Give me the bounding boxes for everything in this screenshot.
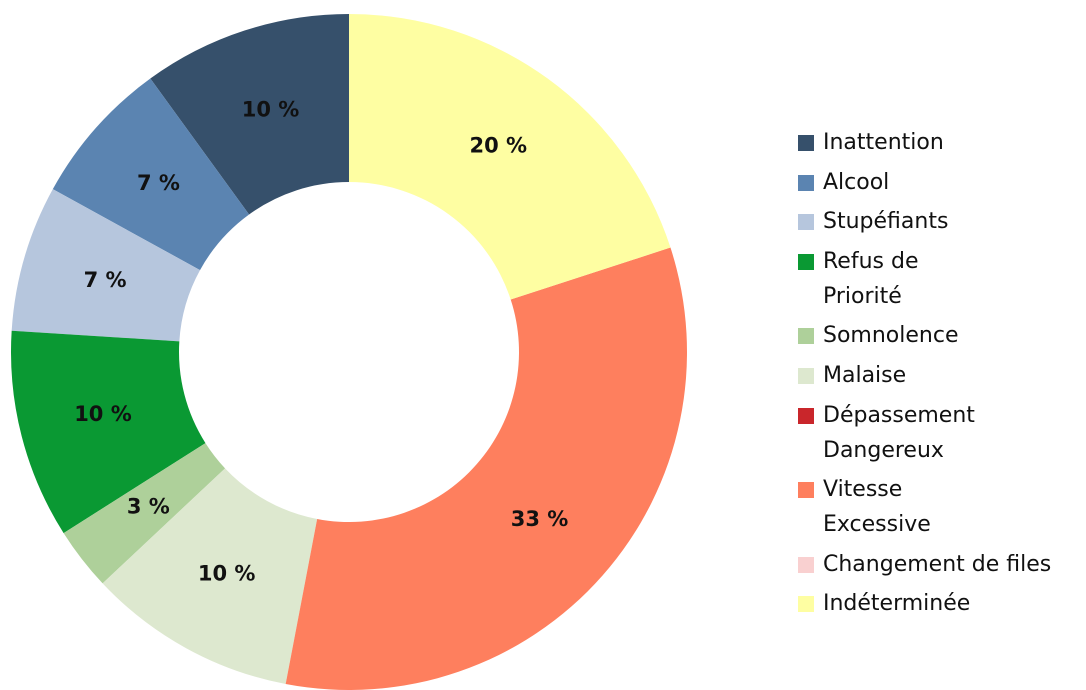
legend-item: Inattention [798,125,1051,160]
data-label: 10 % [198,562,256,586]
legend-swatch [798,556,814,573]
legend-label: Dépassement Dangereux [823,402,975,463]
data-label: 7 % [84,268,127,292]
legend-item: Somnolence [798,318,1051,353]
legend-item: Dépassement Dangereux [798,398,1051,468]
legend-item: Malaise [798,358,1051,393]
donut-slice [52,78,250,271]
data-label: 33 % [511,507,569,531]
legend-label: Stupéfiants [823,209,949,235]
donut-slice [63,443,226,584]
legend-item: Refus de Priorité [798,244,1051,314]
legend-item: Alcool [798,165,1051,200]
legend-label: Indéterminée [823,591,971,617]
chart: 10 % 7 % 7 % 10 % 3 % 10 % 33 % 20 % [11,14,687,690]
donut-slice [285,247,687,690]
data-label: 10 % [74,402,132,426]
donut-slice [11,330,206,534]
legend-label: Refus de Priorité [823,248,919,309]
legend-label: Malaise [823,362,907,388]
legend-item: Stupéfiants [798,204,1051,239]
donut-slice [11,189,201,342]
legend-label: Vitesse Excessive [823,477,931,538]
donut-slice [150,14,349,215]
donut-slice [349,14,671,300]
data-label: 20 % [470,134,528,158]
legend-swatch [798,367,814,384]
legend-label: Changement de files [823,551,1052,577]
data-label: 7 % [137,171,180,195]
legend-label: Somnolence [823,323,959,349]
legend-swatch [798,214,814,231]
legend-swatch [798,174,814,191]
data-label: 10 % [242,97,300,121]
data-label: 3 % [127,495,170,519]
legend: Inattention Alcool Stupéfiants Refus de Pri… [798,125,1051,626]
legend-item: Indéterminée [798,586,1051,621]
legend-swatch [798,135,814,151]
donut-slice [102,468,318,685]
legend-swatch [798,596,814,613]
legend-swatch [798,482,814,499]
legend-swatch [798,407,814,424]
legend-label: Alcool [823,169,890,195]
legend-swatch [798,253,814,270]
legend-item: Changement de files [798,547,1051,582]
legend-item: Vitesse Excessive [798,472,1051,542]
legend-label: Inattention [823,130,944,155]
legend-swatch [798,328,814,345]
